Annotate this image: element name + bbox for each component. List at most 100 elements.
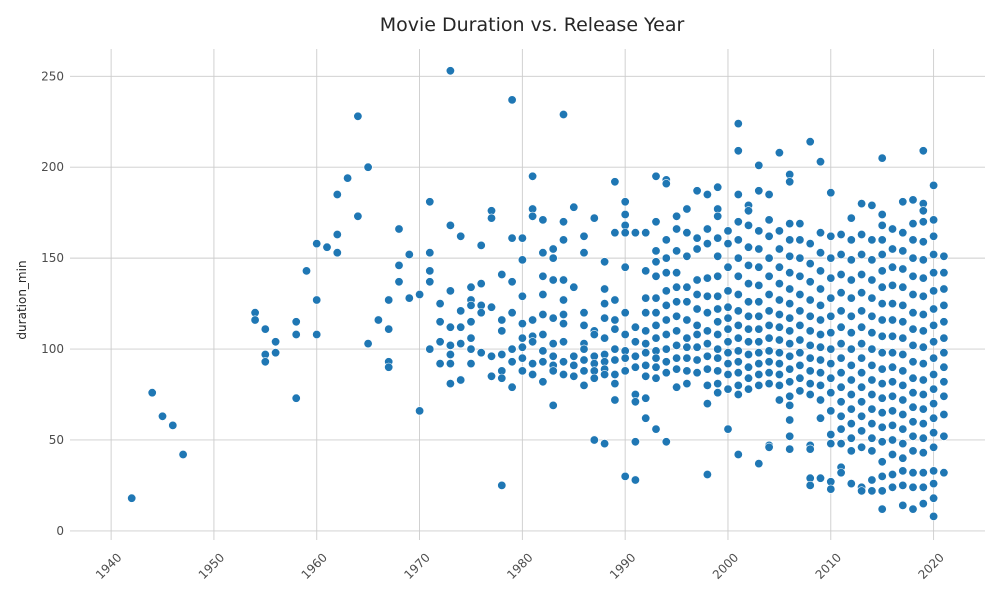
data-point — [857, 230, 867, 240]
data-point — [795, 320, 805, 330]
data-point — [445, 359, 455, 369]
data-point — [713, 291, 723, 301]
data-point — [692, 368, 702, 378]
data-point — [620, 329, 630, 339]
data-point — [548, 275, 558, 285]
y-axis-ticks: 0 50 100 150 200 250 — [41, 69, 64, 538]
data-point — [558, 235, 568, 245]
data-point — [877, 235, 887, 245]
data-point — [785, 339, 795, 349]
data-point — [929, 479, 939, 489]
data-point — [908, 235, 918, 245]
data-point — [610, 344, 620, 354]
data-point — [867, 475, 877, 485]
data-point — [836, 322, 846, 332]
data-point — [558, 295, 568, 305]
data-point — [764, 368, 774, 378]
data-point — [764, 215, 774, 225]
data-point — [887, 482, 897, 492]
data-point — [713, 271, 723, 281]
data-point — [651, 320, 661, 330]
data-point — [291, 393, 301, 403]
data-point — [456, 375, 466, 385]
data-point — [486, 213, 496, 223]
data-point — [774, 369, 784, 379]
data-point — [569, 282, 579, 292]
data-point — [939, 377, 949, 387]
y-tick-label: 250 — [41, 69, 64, 83]
data-point — [785, 351, 795, 361]
data-point — [702, 190, 712, 200]
data-point — [785, 364, 795, 374]
data-point — [867, 255, 877, 265]
data-point — [682, 204, 692, 214]
data-point — [867, 360, 877, 370]
data-point — [795, 335, 805, 345]
data-point — [795, 289, 805, 299]
data-point — [312, 295, 322, 305]
data-point — [826, 311, 836, 321]
data-point — [785, 431, 795, 441]
data-point — [815, 380, 825, 390]
data-point — [548, 313, 558, 323]
data-point — [887, 262, 897, 272]
data-point — [929, 320, 939, 330]
data-point — [260, 357, 270, 367]
data-point — [908, 357, 918, 367]
data-point — [723, 286, 733, 296]
data-point — [815, 157, 825, 167]
data-point — [713, 233, 723, 243]
data-point — [774, 322, 784, 332]
data-point — [805, 239, 815, 249]
data-point — [620, 262, 630, 272]
data-point — [898, 480, 908, 490]
data-point — [641, 293, 651, 303]
data-point — [723, 226, 733, 236]
data-point — [497, 480, 507, 490]
data-point — [466, 282, 476, 292]
data-point — [846, 479, 856, 489]
chart-title: Movie Duration vs. Release Year — [380, 14, 685, 36]
data-point — [918, 309, 928, 319]
data-point — [898, 246, 908, 256]
data-point — [754, 311, 764, 321]
data-point — [887, 280, 897, 290]
data-point — [826, 429, 836, 439]
data-point — [795, 253, 805, 263]
data-point — [713, 251, 723, 261]
data-point — [836, 339, 846, 349]
data-point — [404, 250, 414, 260]
data-point — [754, 280, 764, 290]
data-point — [743, 279, 753, 289]
data-point — [651, 373, 661, 383]
data-point — [918, 255, 928, 265]
data-point — [743, 349, 753, 359]
x-tick-label: 2010 — [813, 550, 844, 581]
data-point — [754, 297, 764, 307]
data-point — [815, 266, 825, 276]
data-point — [384, 362, 394, 372]
data-point — [384, 295, 394, 305]
data-point — [805, 379, 815, 389]
data-point — [857, 250, 867, 260]
data-point — [651, 246, 661, 256]
data-point — [610, 177, 620, 187]
data-point — [579, 344, 589, 354]
data-point — [815, 395, 825, 405]
data-point — [887, 299, 897, 309]
data-point — [918, 359, 928, 369]
data-point — [898, 282, 908, 292]
data-point — [929, 384, 939, 394]
data-point — [548, 351, 558, 361]
data-point — [826, 439, 836, 449]
data-point — [713, 304, 723, 314]
data-point — [476, 279, 486, 289]
data-point — [630, 351, 640, 361]
data-point — [743, 362, 753, 372]
data-point — [435, 299, 445, 309]
data-point — [682, 315, 692, 325]
data-point — [939, 391, 949, 401]
y-tick-label: 100 — [41, 342, 64, 356]
data-point — [733, 217, 743, 227]
data-point — [908, 271, 918, 281]
